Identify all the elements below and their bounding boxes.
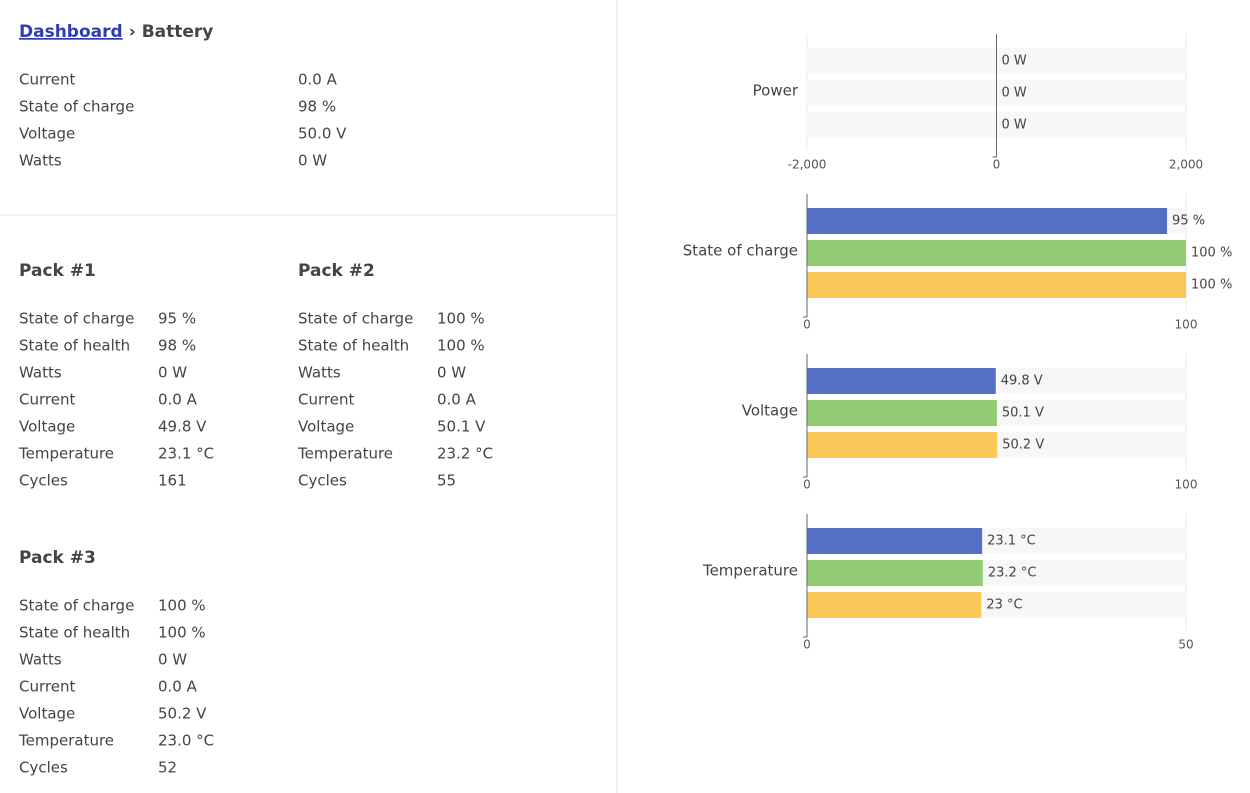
pack-label: Voltage: [19, 418, 75, 436]
summary-value: 50.0 V: [298, 125, 347, 143]
pack-value: 50.2 V: [158, 705, 207, 723]
pack-value: 0 W: [158, 651, 187, 669]
chart-label: Temperature: [702, 562, 798, 580]
pack-value: 100 %: [437, 337, 485, 355]
pack-label: State of charge: [19, 597, 134, 615]
pack-label: Voltage: [19, 705, 75, 723]
bar: [807, 208, 1168, 234]
bar: [807, 400, 997, 426]
summary-label: Voltage: [19, 125, 75, 143]
pack-label: Watts: [298, 364, 341, 382]
pack-value: 52: [158, 759, 177, 777]
x-tick-label: 0: [803, 318, 811, 332]
pack-label: Cycles: [19, 759, 68, 777]
pack-value: 98 %: [158, 337, 196, 355]
bar: [807, 272, 1186, 298]
pack-value: 50.1 V: [437, 418, 486, 436]
chart-label: Voltage: [742, 402, 798, 420]
pack-label: Current: [298, 391, 354, 409]
pack-label: State of health: [19, 337, 130, 355]
pack-value: 0.0 A: [158, 678, 198, 696]
x-tick-label: -2,000: [788, 158, 827, 172]
pack-label: Temperature: [297, 445, 393, 463]
value-label: 100 %: [1191, 278, 1232, 293]
pack-value: 0 W: [437, 364, 466, 382]
summary-label: Current: [19, 71, 75, 89]
value-label: 23.1 °C: [987, 534, 1036, 549]
bar: [807, 592, 982, 618]
pack-label: Watts: [19, 651, 62, 669]
x-tick-label: 0: [993, 158, 1001, 172]
x-tick-label: 2,000: [1169, 158, 1203, 172]
pack-label: State of charge: [298, 310, 413, 328]
value-label: 49.8 V: [1001, 374, 1043, 389]
value-label: 23.2 °C: [988, 566, 1037, 581]
bar: [807, 240, 1186, 266]
breadcrumb: Dashboard › Battery: [19, 22, 213, 42]
pack-value: 0.0 A: [437, 391, 477, 409]
summary-value: 0.0 A: [298, 71, 338, 89]
pack-title: Pack #2: [298, 261, 375, 281]
value-label: 50.1 V: [1002, 406, 1044, 421]
pack-label: Current: [19, 391, 75, 409]
pack-value: 55: [437, 472, 456, 490]
value-label: 0 W: [1002, 54, 1027, 69]
pack-label: Current: [19, 678, 75, 696]
pack-value: 100 %: [158, 597, 206, 615]
x-tick-label: 0: [803, 638, 811, 652]
bar: [807, 560, 983, 586]
pack-value: 95 %: [158, 310, 196, 328]
x-tick-label: 100: [1175, 478, 1198, 492]
pack-label: Temperature: [18, 445, 114, 463]
breadcrumb-separator: ›: [129, 22, 136, 42]
value-label: 100 %: [1191, 246, 1232, 261]
pack-value: 161: [158, 472, 187, 490]
pack-value: 23.1 °C: [158, 445, 214, 463]
value-label: 50.2 V: [1002, 438, 1044, 453]
pack-value: 100 %: [437, 310, 485, 328]
summary-value: 98 %: [298, 98, 336, 116]
bar: [807, 528, 983, 554]
pack-label: State of charge: [19, 310, 134, 328]
pack-label: Cycles: [19, 472, 68, 490]
bar: [807, 368, 996, 394]
value-label: 95 %: [1172, 214, 1205, 229]
pack-value: 100 %: [158, 624, 206, 642]
breadcrumb-current: Battery: [142, 22, 214, 42]
x-tick-label: 0: [803, 478, 811, 492]
pack-value: 0 W: [158, 364, 187, 382]
pack-label: Watts: [19, 364, 62, 382]
chart-label: Power: [753, 82, 799, 100]
x-tick-label: 100: [1175, 318, 1198, 332]
x-tick-label: 50: [1178, 638, 1193, 652]
pack-value: 0.0 A: [158, 391, 198, 409]
pack-value: 49.8 V: [158, 418, 207, 436]
summary-label: Watts: [19, 152, 62, 170]
pack-label: State of health: [19, 624, 130, 642]
breadcrumb-link[interactable]: Dashboard: [19, 22, 123, 42]
pack-title: Pack #3: [19, 548, 96, 568]
pack-label: Temperature: [18, 732, 114, 750]
value-label: 23 °C: [986, 598, 1022, 613]
pack-value: 23.2 °C: [437, 445, 493, 463]
summary-label: State of charge: [19, 98, 134, 116]
pack-label: Voltage: [298, 418, 354, 436]
bar: [807, 432, 998, 458]
summary-value: 0 W: [298, 152, 327, 170]
chart-label: State of charge: [683, 242, 798, 260]
pack-value: 23.0 °C: [158, 732, 214, 750]
value-label: 0 W: [1002, 118, 1027, 133]
value-label: 0 W: [1002, 86, 1027, 101]
pack-title: Pack #1: [19, 261, 96, 281]
pack-label: State of health: [298, 337, 409, 355]
pack-label: Cycles: [298, 472, 347, 490]
